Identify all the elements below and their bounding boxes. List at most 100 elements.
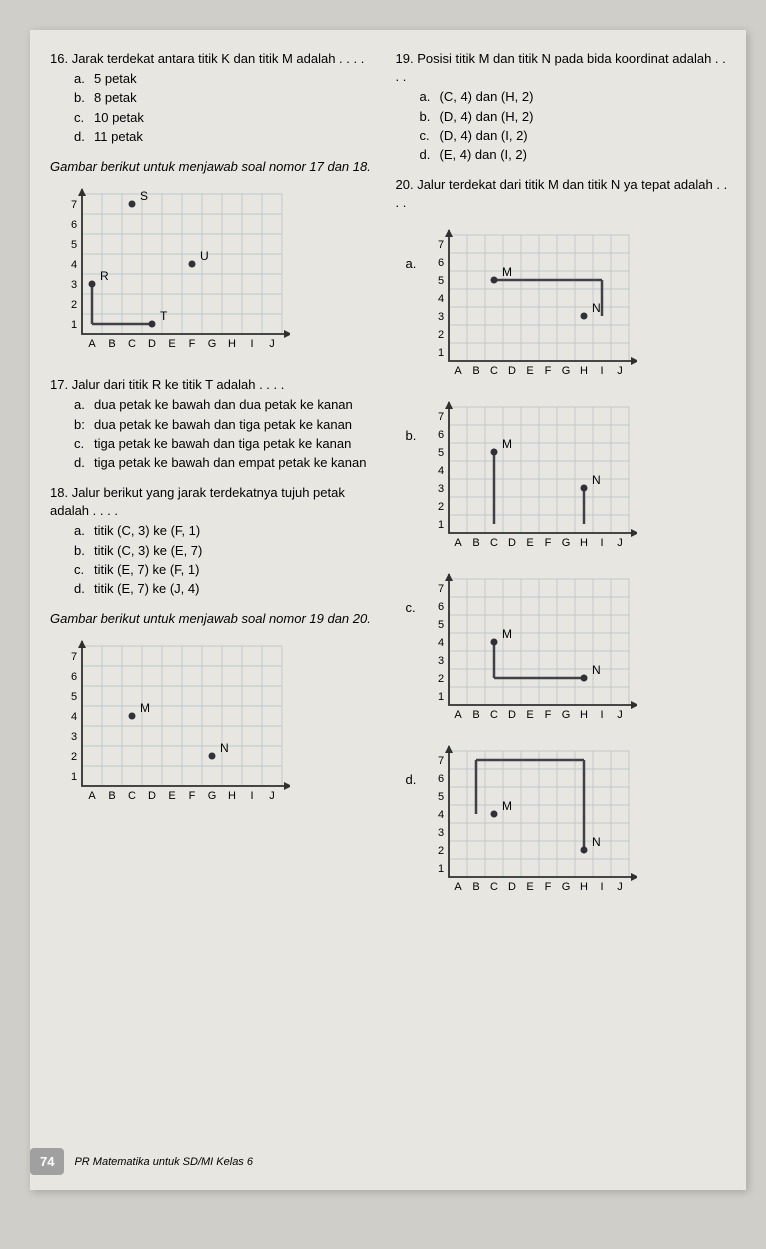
svg-text:F: F <box>545 881 552 893</box>
svg-text:2: 2 <box>71 751 77 763</box>
chart-1920: ABCDEFGHIJ1234567MN <box>60 636 386 816</box>
q20-chart-b: b. ABCDEFGHIJ1234567MN <box>406 397 732 557</box>
q20-chart-d: d. ABCDEFGHIJ1234567MN <box>406 741 732 901</box>
svg-text:I: I <box>601 537 604 549</box>
q17-opt-a: a.dua petak ke bawah dan dua petak ke ka… <box>74 396 386 414</box>
svg-text:4: 4 <box>438 293 444 305</box>
svg-text:C: C <box>490 537 498 549</box>
svg-text:B: B <box>108 790 115 802</box>
svg-text:6: 6 <box>71 219 77 231</box>
svg-text:H: H <box>580 709 588 721</box>
svg-text:1: 1 <box>438 519 444 531</box>
svg-text:2: 2 <box>438 845 444 857</box>
q20-text: Jalur terdekat dari titik M dan titik N … <box>396 177 728 210</box>
svg-text:A: A <box>88 338 96 350</box>
svg-text:J: J <box>617 709 623 721</box>
svg-text:4: 4 <box>438 637 444 649</box>
svg-text:F: F <box>189 790 196 802</box>
svg-text:3: 3 <box>71 279 77 291</box>
q19-num: 19. <box>396 51 414 66</box>
svg-text:C: C <box>490 709 498 721</box>
svg-text:3: 3 <box>438 311 444 323</box>
instruction-1718: Gambar berikut untuk menjawab soal nomor… <box>50 158 386 176</box>
svg-text:H: H <box>580 365 588 377</box>
svg-text:B: B <box>472 881 479 893</box>
opt-label-a: a. <box>406 255 424 273</box>
question-20: 20. Jalur terdekat dari titik M dan titi… <box>396 176 732 212</box>
q18-opt-a: a.titik (C, 3) ke (F, 1) <box>74 522 386 540</box>
svg-text:N: N <box>592 301 601 315</box>
svg-text:J: J <box>617 537 623 549</box>
svg-text:M: M <box>502 265 512 279</box>
svg-text:F: F <box>189 338 196 350</box>
q16-opt-b: b.8 petak <box>74 89 386 107</box>
svg-text:6: 6 <box>438 429 444 441</box>
q18-options: a.titik (C, 3) ke (F, 1) b.titik (C, 3) … <box>74 522 386 598</box>
svg-text:U: U <box>200 249 209 263</box>
svg-text:G: G <box>208 790 217 802</box>
question-16: 16. Jarak terdekat antara titik K dan ti… <box>50 50 386 146</box>
svg-text:3: 3 <box>438 655 444 667</box>
chart-1718: ABCDEFGHIJ1234567SRTU <box>60 184 386 364</box>
right-column: 19. Posisi titik M dan titik N pada bida… <box>396 50 732 913</box>
q17-opt-c: c.tiga petak ke bawah dan tiga petak ke … <box>74 435 386 453</box>
q19-text: Posisi titik M dan titik N pada bida koo… <box>396 51 726 84</box>
svg-text:N: N <box>592 473 601 487</box>
svg-text:J: J <box>617 365 623 377</box>
svg-text:5: 5 <box>71 691 77 703</box>
svg-text:C: C <box>128 790 136 802</box>
q18-opt-c: c.titik (E, 7) ke (F, 1) <box>74 561 386 579</box>
svg-text:J: J <box>617 881 623 893</box>
svg-text:E: E <box>168 338 175 350</box>
q16-num: 16. <box>50 51 68 66</box>
svg-text:3: 3 <box>438 483 444 495</box>
q17-opt-d: d.tiga petak ke bawah dan empat petak ke… <box>74 454 386 472</box>
svg-text:C: C <box>490 365 498 377</box>
q20-chart-c: c. ABCDEFGHIJ1234567MN <box>406 569 732 729</box>
svg-text:I: I <box>601 709 604 721</box>
svg-text:6: 6 <box>438 601 444 613</box>
svg-text:2: 2 <box>438 673 444 685</box>
q19-opt-d: d.(E, 4) dan (I, 2) <box>420 146 732 164</box>
svg-text:A: A <box>454 365 462 377</box>
q19-opt-a: a.(C, 4) dan (H, 2) <box>420 88 732 106</box>
svg-text:E: E <box>526 881 533 893</box>
q16-opt-a: a.5 petak <box>74 70 386 88</box>
svg-text:D: D <box>508 881 516 893</box>
svg-text:5: 5 <box>438 791 444 803</box>
svg-text:T: T <box>160 309 168 323</box>
svg-text:C: C <box>128 338 136 350</box>
svg-text:D: D <box>148 338 156 350</box>
q18-opt-d: d.titik (E, 7) ke (J, 4) <box>74 580 386 598</box>
svg-text:D: D <box>508 537 516 549</box>
svg-text:H: H <box>580 537 588 549</box>
svg-text:B: B <box>472 365 479 377</box>
svg-text:N: N <box>220 741 229 755</box>
svg-text:M: M <box>140 701 150 715</box>
footer-text: PR Matematika untuk SD/MI Kelas 6 <box>74 1156 253 1168</box>
opt-label-d: d. <box>406 771 424 789</box>
svg-text:3: 3 <box>71 731 77 743</box>
svg-text:5: 5 <box>438 447 444 459</box>
q19-options: a.(C, 4) dan (H, 2) b.(D, 4) dan (H, 2) … <box>420 88 732 164</box>
svg-text:J: J <box>269 790 275 802</box>
question-17: 17. Jalur dari titik R ke titik T adalah… <box>50 376 386 472</box>
svg-text:E: E <box>526 709 533 721</box>
svg-text:I: I <box>601 365 604 377</box>
q18-num: 18. <box>50 485 68 500</box>
q17-opt-b: b:dua petak ke bawah dan tiga petak ke k… <box>74 416 386 434</box>
svg-text:F: F <box>545 537 552 549</box>
question-18: 18. Jalur berikut yang jarak terdekatnya… <box>50 484 386 598</box>
svg-text:H: H <box>228 790 236 802</box>
svg-text:B: B <box>108 338 115 350</box>
page-number: 74 <box>30 1148 64 1175</box>
svg-text:6: 6 <box>71 671 77 683</box>
svg-text:7: 7 <box>71 199 77 211</box>
svg-text:G: G <box>562 365 571 377</box>
svg-text:N: N <box>592 835 601 849</box>
svg-text:7: 7 <box>438 583 444 595</box>
svg-text:F: F <box>545 365 552 377</box>
svg-text:B: B <box>472 537 479 549</box>
svg-text:7: 7 <box>438 411 444 423</box>
svg-text:E: E <box>526 537 533 549</box>
